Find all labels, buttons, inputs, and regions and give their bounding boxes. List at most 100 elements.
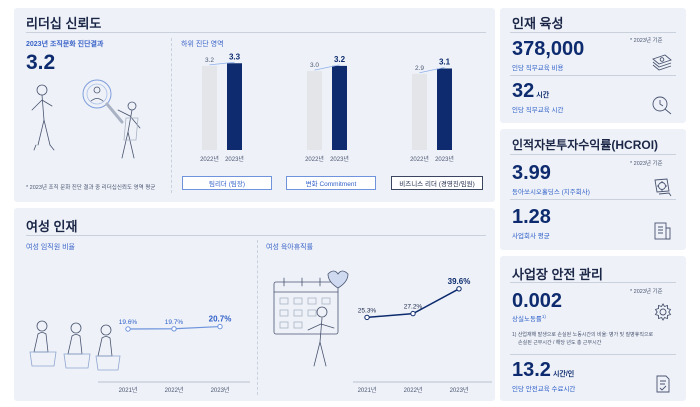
bar-category-label-0-0: 2022년	[200, 155, 219, 163]
women-title: 여성 인재	[26, 219, 78, 234]
hcroi-value-2: 1.28	[512, 206, 551, 228]
people-laptops-illustration	[29, 320, 121, 371]
bar-trend-line-1	[314, 64, 340, 71]
leadership-bar-chart: 3.2 2022년 3.3 2023년 3.0 2022년 3.2 2023년 2.9 2022년…	[200, 52, 454, 163]
ltir-footnote-marker: 1)	[541, 313, 546, 319]
bar-value-label-1-0: 3.0	[310, 62, 319, 69]
point-value-label-1-1: 27.2%	[404, 304, 423, 311]
bar-category-label-1-0: 2022년	[305, 155, 324, 163]
bar-category-label-2-0: 2022년	[410, 155, 429, 163]
bar-1-1	[332, 65, 347, 150]
bar-2-1	[437, 68, 452, 150]
safety-title-divider	[510, 282, 676, 283]
bar-value-label-2-1: 3.1	[439, 58, 451, 67]
bar-1-0	[307, 71, 322, 150]
point-value-label-0-1: 19.7%	[165, 319, 184, 326]
women-line-charts: 19.6% 2021년 19.7% 2022년 20.7% 2023년 25.3% 2021년…	[98, 277, 492, 394]
bar-0-0	[202, 65, 217, 150]
ltir-label: 상실노동률1)	[512, 313, 546, 323]
safety-basis: * 2023년 기준	[630, 289, 663, 295]
x-tick-label-1-0: 2021년	[358, 386, 377, 394]
bar-category-label-0-1: 2023년	[225, 155, 244, 163]
category-team-leader: 팀리더 (팀장)	[182, 176, 272, 190]
hcroi-basis: * 2023년 기준	[630, 161, 663, 167]
talent-title: 인재 육성	[512, 16, 564, 31]
safety-hours-label: 인당 안전교육 수료시간	[512, 386, 576, 393]
leadership-title-divider	[26, 32, 486, 33]
series-point-0-1	[171, 326, 177, 332]
bar-trend-line-2	[419, 67, 445, 74]
hcroi-divider	[510, 199, 676, 200]
safety-divider	[510, 354, 676, 355]
bar-trend-line-0	[209, 61, 235, 66]
category-change-commitment: 변화 Commitment	[286, 176, 376, 190]
hours-label: 인당 직무교육 시간	[512, 107, 564, 114]
x-tick-label-1-2: 2023년	[450, 386, 469, 394]
hours-value: 32 시간	[512, 80, 549, 103]
point-value-label-1-0: 25.3%	[358, 307, 377, 314]
safety-panel	[500, 256, 686, 401]
x-tick-label-0-1: 2022년	[165, 386, 184, 394]
bar-value-label-0-1: 3.3	[229, 52, 241, 61]
ltir-label-text: 상실노동률	[512, 316, 542, 323]
cost-value: 378,000	[512, 38, 585, 60]
leadership-score: 3.2	[26, 51, 56, 74]
series-point-1-2	[456, 286, 462, 292]
safety-hours-unit: 시간/인	[552, 371, 575, 378]
safety-hours-number: 13.2	[512, 359, 551, 381]
x-tick-label-0-0: 2021년	[119, 386, 138, 394]
bar-value-label-2-0: 2.9	[415, 65, 424, 72]
ltir-value: 0.002	[512, 290, 563, 312]
x-tick-label-0-2: 2023년	[211, 386, 230, 394]
leadership-title: 리더십 신뢰도	[26, 16, 102, 31]
talent-title-divider	[510, 32, 676, 33]
talent-panel	[500, 8, 686, 123]
series-point-0-2	[217, 323, 223, 330]
safety-hours-value: 13.2 시간/인	[512, 359, 574, 382]
women-column-divider	[257, 240, 258, 395]
safety-note-line-1: 1) 산업재해 발생으로 손실된 노동시간의 비율: 병가 및 질병휴직으로	[512, 332, 654, 338]
bar-value-label-0-0: 3.2	[205, 57, 214, 64]
women-leave-label: 여성 육아휴직률	[266, 244, 314, 251]
point-value-label-0-0: 19.6%	[119, 319, 138, 326]
document-building-icon	[654, 222, 671, 240]
survey-label: 2023년 조직문화 진단결과	[26, 41, 104, 48]
hours-unit: 시간	[536, 92, 550, 99]
document-check-icon	[656, 375, 670, 393]
lower-areas-title: 하위 진단 영역	[181, 41, 224, 48]
talent-basis: * 2023년 기준	[630, 38, 663, 44]
series-point-1-0	[364, 314, 370, 321]
bar-category-label-2-1: 2023년	[435, 155, 454, 163]
bar-category-label-1-1: 2023년	[330, 155, 349, 163]
safety-note-line-2: 손실된 근무시간 / 해당 년도 총 근무시간	[518, 340, 602, 346]
gear-chart-icon	[654, 178, 672, 197]
point-value-label-0-2: 20.7%	[209, 315, 232, 324]
safety-title: 사업장 안전 관리	[512, 267, 603, 282]
category-business-leader: 비즈니스 리더 (경영진/임원)	[391, 176, 483, 190]
hours-number: 32	[512, 80, 535, 102]
clock-search-icon	[652, 96, 672, 115]
point-value-label-1-2: 39.6%	[448, 277, 471, 286]
leadership-footnote: * 2023년 조직 문화 진단 결과 중 리더십신뢰도 영역 평균	[26, 185, 156, 191]
x-tick-label-1-1: 2022년	[404, 386, 423, 394]
hcroi-value-1: 3.99	[512, 162, 551, 184]
money-stack-icon	[652, 54, 672, 71]
hcroi-title-divider	[510, 154, 676, 155]
talent-divider	[510, 75, 676, 76]
series-point-1-1	[410, 310, 416, 317]
women-ratio-label: 여성 임직원 비율	[26, 244, 75, 251]
hcroi-title: 인적자본투자수익률(HCROI)	[512, 138, 659, 152]
women-title-divider	[26, 235, 486, 236]
cost-label: 인당 직무교육 비용	[512, 65, 564, 72]
leadership-column-divider	[171, 38, 172, 193]
bar-0-1	[227, 63, 242, 150]
women-panel	[14, 208, 495, 401]
hcroi-label-1: 동아쏘시오홀딩스 (지주회사)	[512, 189, 590, 196]
hcroi-label-2: 사업회사 평균	[512, 233, 550, 240]
people-magnifier-illustration	[31, 79, 141, 159]
calendar-person-illustration	[273, 270, 349, 367]
series-point-0-0	[125, 326, 131, 332]
bar-value-label-1-1: 3.2	[334, 55, 346, 64]
bar-2-0	[412, 73, 427, 150]
gear-icon	[654, 303, 672, 321]
